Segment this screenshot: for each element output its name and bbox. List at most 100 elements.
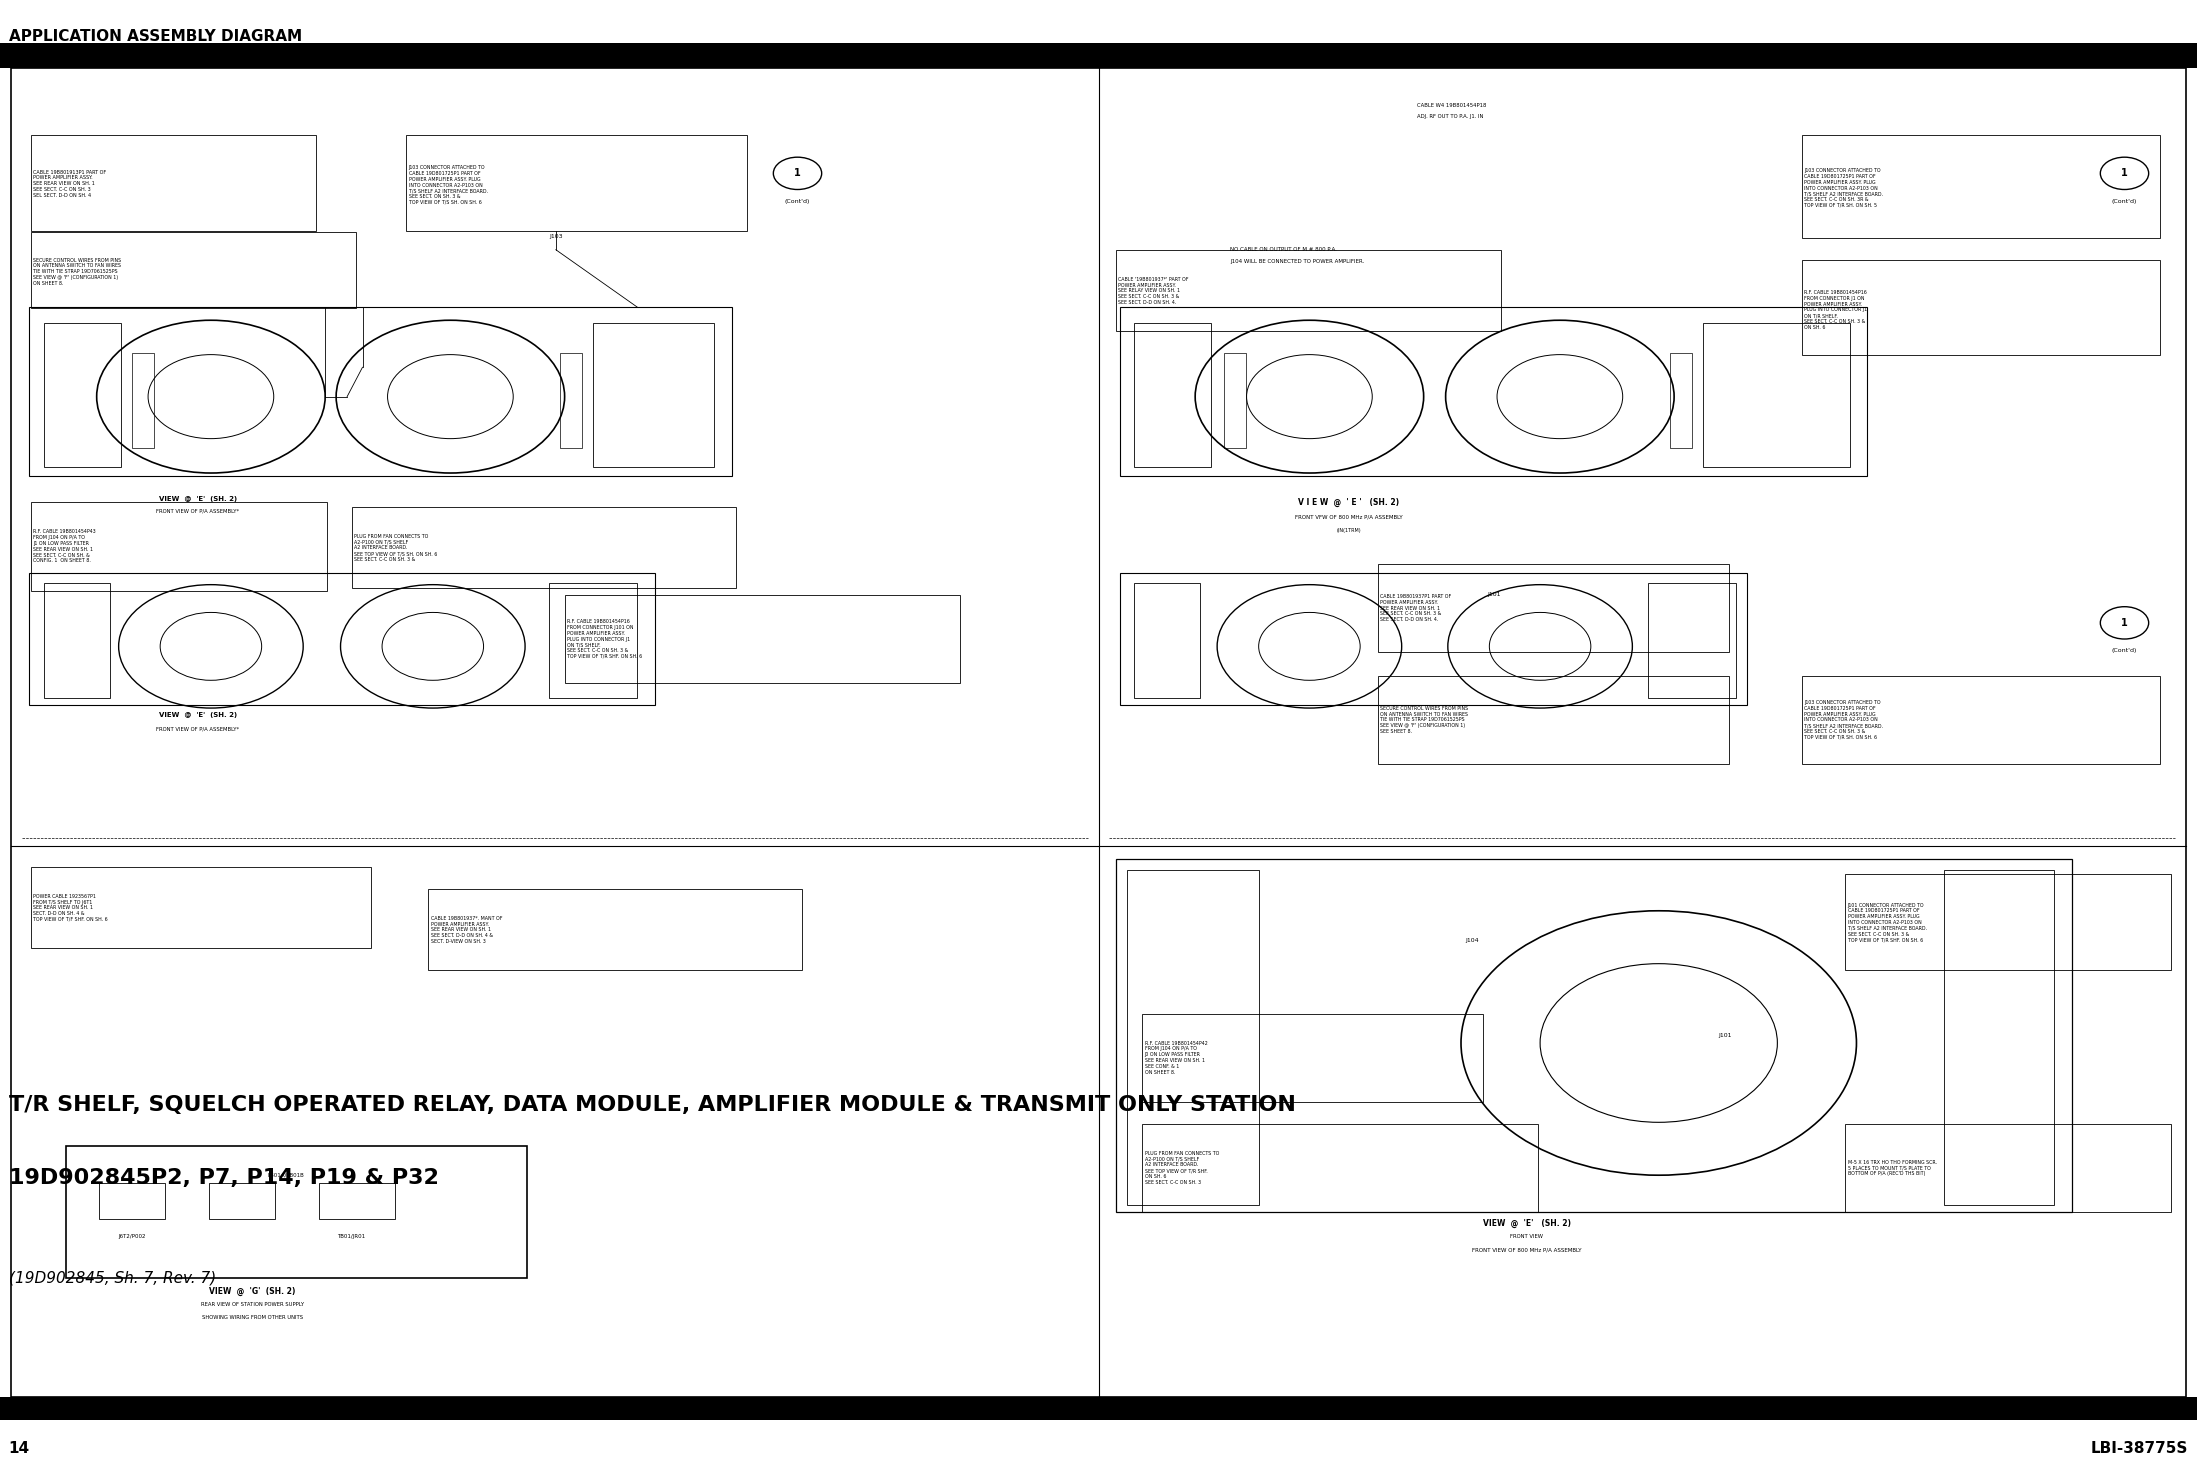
Bar bbox=[1120, 307, 1867, 476]
Bar bbox=[352, 507, 736, 588]
Text: FRONT VIEW OF 800 MHz P/A ASSEMBLY: FRONT VIEW OF 800 MHz P/A ASSEMBLY bbox=[1472, 1247, 1582, 1253]
Text: J103 CONNECTOR ATTACHED TO
CABLE 19D801725P1 PART OF
POWER AMPLIFIER ASSY. PLUG
: J103 CONNECTOR ATTACHED TO CABLE 19D8017… bbox=[1804, 167, 1883, 209]
Bar bbox=[593, 323, 714, 467]
Text: FRONT VFW OF 800 MHz P/A ASSEMBLY: FRONT VFW OF 800 MHz P/A ASSEMBLY bbox=[1296, 514, 1402, 520]
Text: PLUG FROM FAN CONNECTS TO
A2-P100 ON T/S SHELF
A2 INTERFACE BOARD.
SEE TOP VIEW : PLUG FROM FAN CONNECTS TO A2-P100 ON T/S… bbox=[1145, 1150, 1219, 1185]
Bar bbox=[31, 502, 327, 591]
Bar bbox=[1116, 250, 1501, 331]
Bar bbox=[44, 323, 121, 467]
Bar bbox=[1378, 676, 1729, 764]
Text: ADJ. RF OUT TO P.A. J1. IN: ADJ. RF OUT TO P.A. J1. IN bbox=[1417, 113, 1483, 119]
Text: R.F. CABLE 19B801454P16
FROM CONNECTOR J1 ON
POWER AMPLIFIER ASSY.
PLUG INTO CON: R.F. CABLE 19B801454P16 FROM CONNECTOR J… bbox=[1804, 289, 1867, 331]
Circle shape bbox=[773, 157, 822, 190]
Bar bbox=[1944, 870, 2054, 1205]
Bar bbox=[31, 135, 316, 231]
Text: VIEW  @  'G'  (SH. 2): VIEW @ 'G' (SH. 2) bbox=[209, 1287, 297, 1296]
Text: CABLE 19B801913P1 PART OF
POWER AMPLIFIER ASSY.
SEE REAR VIEW ON SH. 1
SEE SECT.: CABLE 19B801913P1 PART OF POWER AMPLIFIE… bbox=[33, 169, 105, 198]
Text: 1: 1 bbox=[2120, 169, 2129, 178]
Bar bbox=[1648, 583, 1736, 698]
Text: J103 CONNECTOR ATTACHED TO
CABLE 19D801725P1 PART OF
POWER AMPLIFIER ASSY. PLUG
: J103 CONNECTOR ATTACHED TO CABLE 19D8017… bbox=[1804, 699, 1883, 740]
Text: FB01A/FB01B: FB01A/FB01B bbox=[268, 1172, 303, 1178]
Bar bbox=[549, 583, 637, 698]
Text: J104: J104 bbox=[1465, 937, 1479, 943]
Text: FRONT VIEW OF P/A ASSEMBLY*: FRONT VIEW OF P/A ASSEMBLY* bbox=[156, 508, 239, 514]
Text: APPLICATION ASSEMBLY DIAGRAM: APPLICATION ASSEMBLY DIAGRAM bbox=[9, 29, 301, 44]
Text: J101 CONNECTOR ATTACHED TO
CABLE 19D801725P1 PART OF
POWER AMPLIFIER ASSY. PLUG
: J101 CONNECTOR ATTACHED TO CABLE 19D8017… bbox=[1848, 902, 1927, 943]
Text: (IN(1TRM): (IN(1TRM) bbox=[1336, 527, 1362, 533]
Bar bbox=[1116, 859, 2072, 1212]
Text: (19D902845, Sh. 7, Rev. 7): (19D902845, Sh. 7, Rev. 7) bbox=[9, 1271, 215, 1285]
Text: J103: J103 bbox=[549, 234, 562, 239]
Text: VIEW  @  'E'  (SH. 2): VIEW @ 'E' (SH. 2) bbox=[158, 497, 237, 502]
Text: CABLE '19B801937*' PART OF
POWER AMPLIFIER ASSY.
SEE RELAY VIEW ON SH. 1
SEE SEC: CABLE '19B801937*' PART OF POWER AMPLIFI… bbox=[1118, 276, 1189, 306]
Text: SECURE CONTROL WIRES FROM PINS
ON ANTENNA SWITCH TO FAN WIRES
TIE WITH TIE STRAP: SECURE CONTROL WIRES FROM PINS ON ANTENN… bbox=[1380, 705, 1468, 734]
Bar bbox=[1670, 353, 1692, 448]
Bar bbox=[1134, 323, 1211, 467]
Bar bbox=[0, 1397, 2197, 1419]
Circle shape bbox=[2100, 157, 2149, 190]
Text: J101: J101 bbox=[1718, 1033, 1731, 1039]
Text: J101: J101 bbox=[1487, 592, 1501, 598]
Bar bbox=[1134, 583, 1200, 698]
Text: CABLE 19B801937*. MANT OF
POWER AMPLIFIER ASSY.
SEE REAR VIEW ON SH. 1
SEE SECT.: CABLE 19B801937*. MANT OF POWER AMPLIFIE… bbox=[431, 915, 503, 945]
Text: (Cont'd): (Cont'd) bbox=[2111, 198, 2138, 204]
Bar bbox=[1127, 870, 1259, 1205]
Circle shape bbox=[2100, 607, 2149, 639]
Text: SHOWING WIRING FROM OTHER UNITS: SHOWING WIRING FROM OTHER UNITS bbox=[202, 1315, 303, 1321]
Bar bbox=[560, 353, 582, 448]
Bar bbox=[31, 232, 356, 308]
Bar bbox=[1703, 323, 1850, 467]
Bar bbox=[132, 353, 154, 448]
Text: VIEW  @  'E'   (SH. 2): VIEW @ 'E' (SH. 2) bbox=[1483, 1219, 1571, 1228]
Bar bbox=[1802, 260, 2160, 355]
Text: T/R SHELF, SQUELCH OPERATED RELAY, DATA MODULE, AMPLIFIER MODULE & TRANSMIT ONLY: T/R SHELF, SQUELCH OPERATED RELAY, DATA … bbox=[9, 1094, 1296, 1115]
Text: 19D902845P2, P7, P14, P19 & P32: 19D902845P2, P7, P14, P19 & P32 bbox=[9, 1168, 439, 1188]
Bar bbox=[1378, 564, 1729, 652]
Bar bbox=[1845, 1124, 2171, 1212]
Text: R.F. CABLE 19B801454P43
FROM J104 ON P/A TO
J1 ON LOW PASS FILTER
SEE REAR VIEW : R.F. CABLE 19B801454P43 FROM J104 ON P/A… bbox=[33, 529, 97, 564]
Bar bbox=[1224, 353, 1246, 448]
Bar bbox=[565, 595, 960, 683]
Bar bbox=[209, 1183, 275, 1219]
Text: (Cont'd): (Cont'd) bbox=[784, 198, 811, 204]
Bar bbox=[1802, 676, 2160, 764]
Bar bbox=[1120, 573, 1747, 705]
Text: V I E W  @  ' E '   (SH. 2): V I E W @ ' E ' (SH. 2) bbox=[1298, 498, 1399, 507]
Bar bbox=[0, 43, 2197, 68]
Text: J6T2/P002: J6T2/P002 bbox=[119, 1234, 145, 1240]
Text: J104 WILL BE CONNECTED TO POWER AMPLIFIER.: J104 WILL BE CONNECTED TO POWER AMPLIFIE… bbox=[1230, 259, 1364, 264]
Bar bbox=[319, 1183, 395, 1219]
Text: POWER CABLE 1923567P1
FROM T/S SHELF TO J6T1
SEE REAR VIEW ON SH. 1
SECT. D-D ON: POWER CABLE 1923567P1 FROM T/S SHELF TO … bbox=[33, 893, 108, 923]
Bar bbox=[99, 1183, 165, 1219]
Text: CABLE W4 19B801454P18: CABLE W4 19B801454P18 bbox=[1417, 103, 1487, 109]
Text: (Cont'd): (Cont'd) bbox=[2111, 648, 2138, 654]
Bar bbox=[66, 1146, 527, 1278]
Text: REAR VIEW OF STATION POWER SUPPLY: REAR VIEW OF STATION POWER SUPPLY bbox=[202, 1302, 303, 1307]
Text: TB01/JR01: TB01/JR01 bbox=[338, 1234, 365, 1240]
Bar bbox=[31, 867, 371, 948]
Text: NO CABLE ON OUTPUT OF M # 800 P.A.: NO CABLE ON OUTPUT OF M # 800 P.A. bbox=[1230, 247, 1338, 253]
Bar bbox=[1142, 1124, 1538, 1212]
Text: FRONT VIEW OF P/A ASSEMBLY*: FRONT VIEW OF P/A ASSEMBLY* bbox=[156, 726, 239, 732]
Text: R.F. CABLE 19B801454P16
FROM CONNECTOR J101 ON
POWER AMPLIFIER ASSY.
PLUG INTO C: R.F. CABLE 19B801454P16 FROM CONNECTOR J… bbox=[567, 618, 642, 660]
Text: R.F. CABLE 19B801454P42
FROM J104 ON P/A TO
J0 ON LOW PASS FILTER
SEE REAR VIEW : R.F. CABLE 19B801454P42 FROM J104 ON P/A… bbox=[1145, 1040, 1208, 1075]
Bar bbox=[29, 307, 732, 476]
Text: SECURE CONTROL WIRES FROM PINS
ON ANTENNA SWITCH TO FAN WIRES
TIE WITH TIE STRAP: SECURE CONTROL WIRES FROM PINS ON ANTENN… bbox=[33, 257, 121, 286]
Text: M-5 X 16 TRX HO THO FORMING SCR.
5 PLACES TO MOUNT T/S PLATE TO
BOTTOM OF P/A (R: M-5 X 16 TRX HO THO FORMING SCR. 5 PLACE… bbox=[1848, 1159, 1938, 1177]
Text: 1: 1 bbox=[793, 169, 802, 178]
Bar bbox=[1142, 1014, 1483, 1102]
Text: 1: 1 bbox=[2120, 618, 2129, 627]
Text: J103 CONNECTOR ATTACHED TO
CABLE 19D801725P1 PART OF
POWER AMPLIFIER ASSY. PLUG
: J103 CONNECTOR ATTACHED TO CABLE 19D8017… bbox=[409, 165, 488, 206]
Bar bbox=[44, 583, 110, 698]
Bar bbox=[29, 573, 655, 705]
Bar bbox=[428, 889, 802, 970]
Text: VIEW  @  'E'  (SH. 2): VIEW @ 'E' (SH. 2) bbox=[158, 712, 237, 718]
Bar bbox=[406, 135, 747, 231]
Text: FRONT VIEW: FRONT VIEW bbox=[1509, 1234, 1544, 1240]
Bar bbox=[1845, 874, 2171, 970]
Text: LBI-38775S: LBI-38775S bbox=[2092, 1441, 2188, 1456]
Text: CABLE 19B801937P1 PART OF
POWER AMPLIFIER ASSY.
SEE REAR VIEW ON SH. 1
SEE SECT.: CABLE 19B801937P1 PART OF POWER AMPLIFIE… bbox=[1380, 593, 1450, 623]
Bar bbox=[1802, 135, 2160, 238]
Text: 14: 14 bbox=[9, 1441, 31, 1456]
Text: PLUG FROM FAN CONNECTS TO
A2-P100 ON T/S SHELF
A2 INTERFACE BOARD.
SEE TOP VIEW : PLUG FROM FAN CONNECTS TO A2-P100 ON T/S… bbox=[354, 533, 437, 563]
